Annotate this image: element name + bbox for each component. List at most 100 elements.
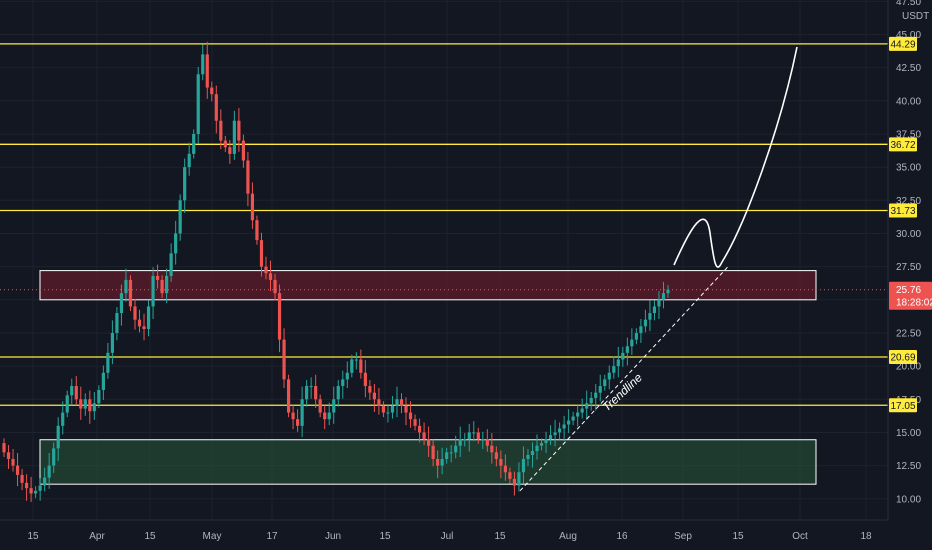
x-tick-label: Sep	[674, 531, 692, 542]
candle-body	[567, 420, 571, 425]
candle-body	[110, 332, 115, 353]
x-tick-label: 15	[144, 531, 156, 542]
candle-body	[83, 399, 87, 409]
candle-body	[92, 403, 96, 412]
candle-body	[625, 346, 629, 353]
level-tag-label: 17.05	[890, 401, 915, 412]
y-tick-label: 30.00	[896, 229, 921, 240]
candle-body	[485, 439, 489, 446]
candle-body	[436, 458, 440, 466]
candle-body	[463, 439, 467, 441]
candle-body	[79, 399, 83, 409]
candles	[2, 41, 670, 503]
y-tick-label: 15.00	[896, 428, 921, 439]
y-tick-label: 37.50	[896, 129, 921, 140]
candle-body	[228, 147, 232, 154]
level-tag	[889, 398, 917, 413]
candle-body	[467, 432, 471, 440]
candle-body	[241, 140, 246, 161]
candle-body	[214, 94, 218, 121]
x-tick-label: 18	[860, 531, 872, 542]
candle-body	[512, 478, 517, 486]
candle-body	[2, 443, 6, 453]
candle-body	[431, 445, 435, 459]
time-axis-panel[interactable]	[0, 520, 932, 550]
candle-body	[11, 458, 15, 466]
level-tag	[889, 137, 917, 152]
candle-body	[481, 439, 485, 441]
candle-body	[43, 477, 47, 486]
candle-body	[205, 54, 209, 88]
candle-body	[277, 293, 282, 340]
x-tick-label: 15	[494, 531, 506, 542]
level-tag	[889, 203, 917, 218]
candle-body	[458, 439, 462, 446]
candle-body	[386, 412, 390, 414]
support-zone	[39, 439, 817, 485]
y-tick-label: 40.00	[896, 96, 921, 107]
candle-body	[327, 412, 331, 420]
candle-body	[196, 74, 200, 134]
candle-body	[47, 465, 51, 478]
candle-body	[151, 275, 155, 307]
candle-body	[612, 366, 616, 373]
candle-body	[413, 419, 417, 426]
y-tick-label: 32.50	[896, 196, 921, 207]
candle-body	[318, 399, 322, 413]
level-tag-label: 20.69	[890, 352, 915, 363]
candle-body	[562, 424, 566, 429]
candle-body	[237, 120, 241, 141]
price-axis-panel[interactable]	[888, 0, 932, 520]
candle-body	[472, 432, 476, 434]
candle-body	[70, 386, 74, 396]
currency-label: USDT	[902, 11, 929, 22]
candle-body	[137, 319, 142, 327]
candle-body	[300, 399, 304, 426]
candle-body	[440, 458, 444, 466]
candle-body	[314, 386, 318, 400]
candle-body	[544, 439, 548, 444]
x-tick-label: 15	[732, 531, 744, 542]
candle-body	[535, 445, 539, 452]
price-tags: 44.29 36.72 31.73 20.69 17.05 25.76 18:28:02	[889, 36, 932, 413]
candle-body	[61, 412, 65, 426]
candle-body	[634, 332, 638, 340]
projection-path	[673, 46, 798, 268]
countdown-label: 18:28:02	[896, 298, 932, 309]
y-tick-label: 47.50	[896, 0, 921, 8]
candle-body	[503, 465, 507, 473]
candle-body	[24, 482, 29, 489]
candle-body	[494, 452, 498, 459]
candle-body	[133, 306, 137, 320]
candle-body	[553, 432, 557, 436]
candle-body	[286, 379, 291, 413]
candle-body	[345, 372, 349, 380]
x-tick-label: 15	[379, 531, 391, 542]
candle-body	[268, 273, 273, 280]
level-tag-label: 44.29	[890, 39, 915, 50]
candle-body	[368, 386, 372, 393]
current-price-label: 25.76	[896, 285, 921, 296]
candle-body	[648, 313, 652, 320]
zones	[39, 270, 817, 485]
candle-body	[585, 403, 589, 409]
candle-body	[594, 392, 598, 398]
grid-lines	[0, 0, 888, 520]
candle-body	[291, 412, 295, 420]
candle-body	[548, 435, 553, 440]
candle-body	[282, 339, 286, 380]
candle-body	[146, 306, 151, 329]
x-tick-label: Jun	[325, 531, 341, 542]
x-tick-label: 16	[616, 531, 628, 542]
candle-body	[359, 359, 363, 373]
candle-body	[174, 233, 178, 254]
candle-body	[557, 428, 562, 433]
candle-body	[521, 458, 526, 473]
candle-body	[377, 399, 381, 406]
time-axis: 15 Apr 15 May 17 Jun 15 Jul 15 Aug 16 Sep 15 Oct 18	[27, 531, 872, 542]
x-tick-label: Apr	[89, 531, 105, 542]
y-tick-label: 27.50	[896, 262, 921, 273]
candle-body	[309, 386, 313, 388]
resistance-zone	[39, 270, 817, 301]
